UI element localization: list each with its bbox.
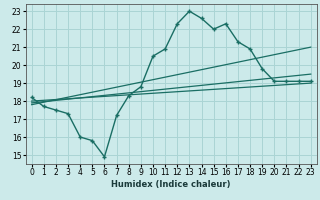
X-axis label: Humidex (Indice chaleur): Humidex (Indice chaleur) [111,180,231,189]
